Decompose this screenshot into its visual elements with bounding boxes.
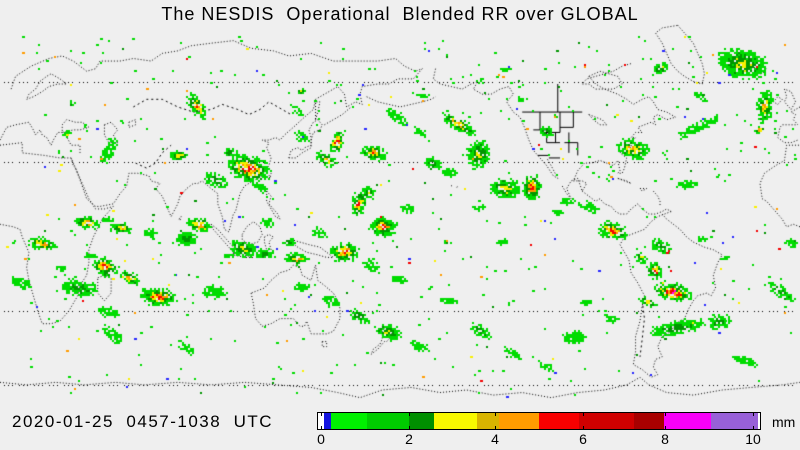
colorbar-tickmark bbox=[409, 413, 410, 416]
colorbar-unit-label: mm bbox=[772, 414, 796, 430]
rainrate-colorbar bbox=[317, 412, 761, 430]
colorbar-segment bbox=[367, 413, 409, 429]
colorbar-segment bbox=[477, 413, 499, 429]
colorbar-tick-label: 4 bbox=[491, 431, 499, 447]
colorbar-segment bbox=[499, 413, 539, 429]
colorbar-tick-label: 0 bbox=[317, 431, 325, 447]
colorbar-segment bbox=[579, 413, 634, 429]
colorbar-segment bbox=[434, 413, 477, 429]
colorbar-tickmark bbox=[321, 426, 322, 429]
colorbar-segment bbox=[664, 413, 711, 429]
colorbar-segment bbox=[409, 413, 434, 429]
colorbar-tickmark bbox=[753, 426, 754, 429]
colorbar-tickmark bbox=[583, 426, 584, 429]
colorbar-tickmark bbox=[495, 426, 496, 429]
colorbar-tick-label: 8 bbox=[661, 431, 669, 447]
colorbar-tickmark bbox=[321, 413, 322, 416]
colorbar-tick-label: 10 bbox=[745, 431, 761, 447]
colorbar-segment bbox=[539, 413, 579, 429]
page-title: The NESDIS Operational Blended RR over G… bbox=[161, 4, 639, 24]
colorbar-tick-label: 6 bbox=[579, 431, 587, 447]
date-time-stamp: 2020-01-25 0457-1038 UTC bbox=[12, 412, 274, 431]
colorbar-tickmark bbox=[495, 413, 496, 416]
colorbar-tickmark bbox=[409, 426, 410, 429]
colorbar-tickmark bbox=[665, 426, 666, 429]
colorbar-tick-label: 2 bbox=[405, 431, 413, 447]
colorbar-segment bbox=[331, 413, 367, 429]
colorbar-tickmark bbox=[583, 413, 584, 416]
colorbar-segment bbox=[711, 413, 758, 429]
colorbar-tickmark bbox=[665, 413, 666, 416]
colorbar-tickmark bbox=[753, 413, 754, 416]
colorbar-segment bbox=[634, 413, 664, 429]
colorbar-segment bbox=[324, 413, 331, 429]
colorbar-tick-labels: 0 2 4 6 8 10 bbox=[317, 431, 761, 447]
